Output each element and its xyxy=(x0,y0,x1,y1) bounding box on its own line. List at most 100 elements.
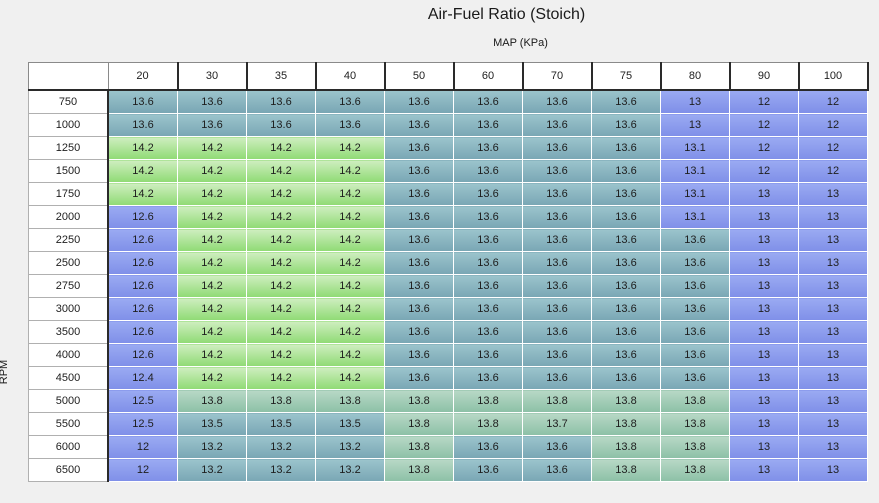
table-cell[interactable]: 12.6 xyxy=(107,320,178,344)
table-cell[interactable]: 12 xyxy=(729,89,799,114)
table-cell[interactable]: 13.7 xyxy=(522,412,592,436)
table-cell[interactable]: 13 xyxy=(660,113,730,137)
table-cell[interactable]: 13.6 xyxy=(384,343,454,367)
table-cell[interactable]: 13.6 xyxy=(522,159,592,183)
table-cell[interactable]: 13.5 xyxy=(246,412,316,436)
table-cell[interactable]: 13.6 xyxy=(660,274,730,298)
table-cell[interactable]: 13.2 xyxy=(177,458,247,482)
table-cell[interactable]: 13.8 xyxy=(315,389,385,413)
table-cell[interactable]: 12.6 xyxy=(107,205,178,229)
table-cell[interactable]: 13.8 xyxy=(591,389,661,413)
table-cell[interactable]: 12 xyxy=(798,136,868,160)
row-header[interactable]: 3000 xyxy=(28,297,109,321)
table-cell[interactable]: 13 xyxy=(729,366,799,390)
table-cell[interactable]: 13.6 xyxy=(591,136,661,160)
table-cell[interactable]: 13.6 xyxy=(384,159,454,183)
table-cell[interactable]: 13 xyxy=(798,458,868,482)
table-cell[interactable]: 13 xyxy=(729,412,799,436)
table-cell[interactable]: 14.2 xyxy=(246,182,316,206)
table-cell[interactable]: 13.6 xyxy=(453,366,523,390)
table-cell[interactable]: 13.6 xyxy=(453,251,523,275)
table-cell[interactable]: 13.6 xyxy=(453,274,523,298)
table-cell[interactable]: 13.5 xyxy=(177,412,247,436)
table-cell[interactable]: 14.2 xyxy=(246,274,316,298)
table-cell[interactable]: 14.2 xyxy=(177,136,247,160)
table-cell[interactable]: 14.2 xyxy=(177,320,247,344)
table-cell[interactable]: 13 xyxy=(798,274,868,298)
table-cell[interactable]: 13.6 xyxy=(384,297,454,321)
table-cell[interactable]: 13.6 xyxy=(591,297,661,321)
column-header[interactable]: 50 xyxy=(384,62,455,91)
table-cell[interactable]: 14.2 xyxy=(315,297,385,321)
column-header[interactable]: 30 xyxy=(177,62,248,91)
table-cell[interactable]: 13.8 xyxy=(591,435,661,459)
table-cell[interactable]: 14.2 xyxy=(177,366,247,390)
row-header[interactable]: 5500 xyxy=(28,412,109,436)
table-cell[interactable]: 13.6 xyxy=(453,228,523,252)
table-cell[interactable]: 13.6 xyxy=(522,228,592,252)
table-cell[interactable]: 13.6 xyxy=(453,113,523,137)
table-cell[interactable]: 13 xyxy=(729,251,799,275)
table-cell[interactable]: 13.6 xyxy=(591,182,661,206)
table-cell[interactable]: 13.6 xyxy=(522,274,592,298)
table-cell[interactable]: 13.6 xyxy=(453,320,523,344)
row-header[interactable]: 1750 xyxy=(28,182,109,206)
table-cell[interactable]: 13.8 xyxy=(660,458,730,482)
table-cell[interactable]: 12 xyxy=(729,159,799,183)
table-cell[interactable]: 13 xyxy=(660,89,730,114)
table-cell[interactable]: 14.2 xyxy=(315,136,385,160)
table-cell[interactable]: 13.2 xyxy=(315,458,385,482)
table-cell[interactable]: 13.6 xyxy=(591,366,661,390)
table-cell[interactable]: 14.2 xyxy=(315,320,385,344)
table-cell[interactable]: 13.8 xyxy=(660,389,730,413)
table-cell[interactable]: 13 xyxy=(729,205,799,229)
column-header[interactable]: 75 xyxy=(591,62,662,91)
table-cell[interactable]: 12 xyxy=(798,159,868,183)
table-cell[interactable]: 12 xyxy=(107,458,178,482)
row-header[interactable]: 6500 xyxy=(28,458,109,482)
table-cell[interactable]: 13 xyxy=(729,228,799,252)
table-cell[interactable]: 14.2 xyxy=(315,182,385,206)
table-cell[interactable]: 13.1 xyxy=(660,182,730,206)
table-cell[interactable]: 13.6 xyxy=(591,113,661,137)
table-cell[interactable]: 13.6 xyxy=(453,159,523,183)
table-cell[interactable]: 13 xyxy=(729,297,799,321)
table-cell[interactable]: 14.2 xyxy=(177,274,247,298)
table-cell[interactable]: 13.8 xyxy=(246,389,316,413)
table-cell[interactable]: 13 xyxy=(729,182,799,206)
table-cell[interactable]: 14.2 xyxy=(246,297,316,321)
table-cell[interactable]: 13.6 xyxy=(107,113,178,137)
table-cell[interactable]: 13.6 xyxy=(384,274,454,298)
table-cell[interactable]: 14.2 xyxy=(315,366,385,390)
table-cell[interactable]: 14.2 xyxy=(177,343,247,367)
table-cell[interactable]: 12.5 xyxy=(107,389,178,413)
table-cell[interactable]: 13.6 xyxy=(522,205,592,229)
table-cell[interactable]: 13.6 xyxy=(453,435,523,459)
table-cell[interactable]: 13 xyxy=(798,366,868,390)
table-cell[interactable]: 14.2 xyxy=(177,159,247,183)
table-cell[interactable]: 13 xyxy=(798,182,868,206)
table-cell[interactable]: 13.6 xyxy=(522,297,592,321)
table-cell[interactable]: 13.6 xyxy=(384,89,454,114)
table-cell[interactable]: 14.2 xyxy=(246,136,316,160)
table-cell[interactable]: 13.6 xyxy=(453,182,523,206)
row-header[interactable]: 1500 xyxy=(28,159,109,183)
row-header[interactable]: 750 xyxy=(28,89,109,114)
table-cell[interactable]: 13.8 xyxy=(522,389,592,413)
table-cell[interactable]: 13 xyxy=(798,297,868,321)
table-cell[interactable]: 13.2 xyxy=(246,458,316,482)
table-cell[interactable]: 13.6 xyxy=(591,205,661,229)
table-cell[interactable]: 14.2 xyxy=(246,251,316,275)
table-cell[interactable]: 14.2 xyxy=(246,343,316,367)
table-cell[interactable]: 13.6 xyxy=(522,343,592,367)
table-cell[interactable]: 13.6 xyxy=(660,320,730,344)
row-header[interactable]: 4000 xyxy=(28,343,109,367)
column-header[interactable]: 90 xyxy=(729,62,800,91)
table-cell[interactable]: 13.1 xyxy=(660,136,730,160)
row-header[interactable]: 6000 xyxy=(28,435,109,459)
table-cell[interactable]: 14.2 xyxy=(315,228,385,252)
table-cell[interactable]: 13.6 xyxy=(384,366,454,390)
table-cell[interactable]: 13.6 xyxy=(591,159,661,183)
table-cell[interactable]: 14.2 xyxy=(107,159,178,183)
table-cell[interactable]: 13.6 xyxy=(660,297,730,321)
